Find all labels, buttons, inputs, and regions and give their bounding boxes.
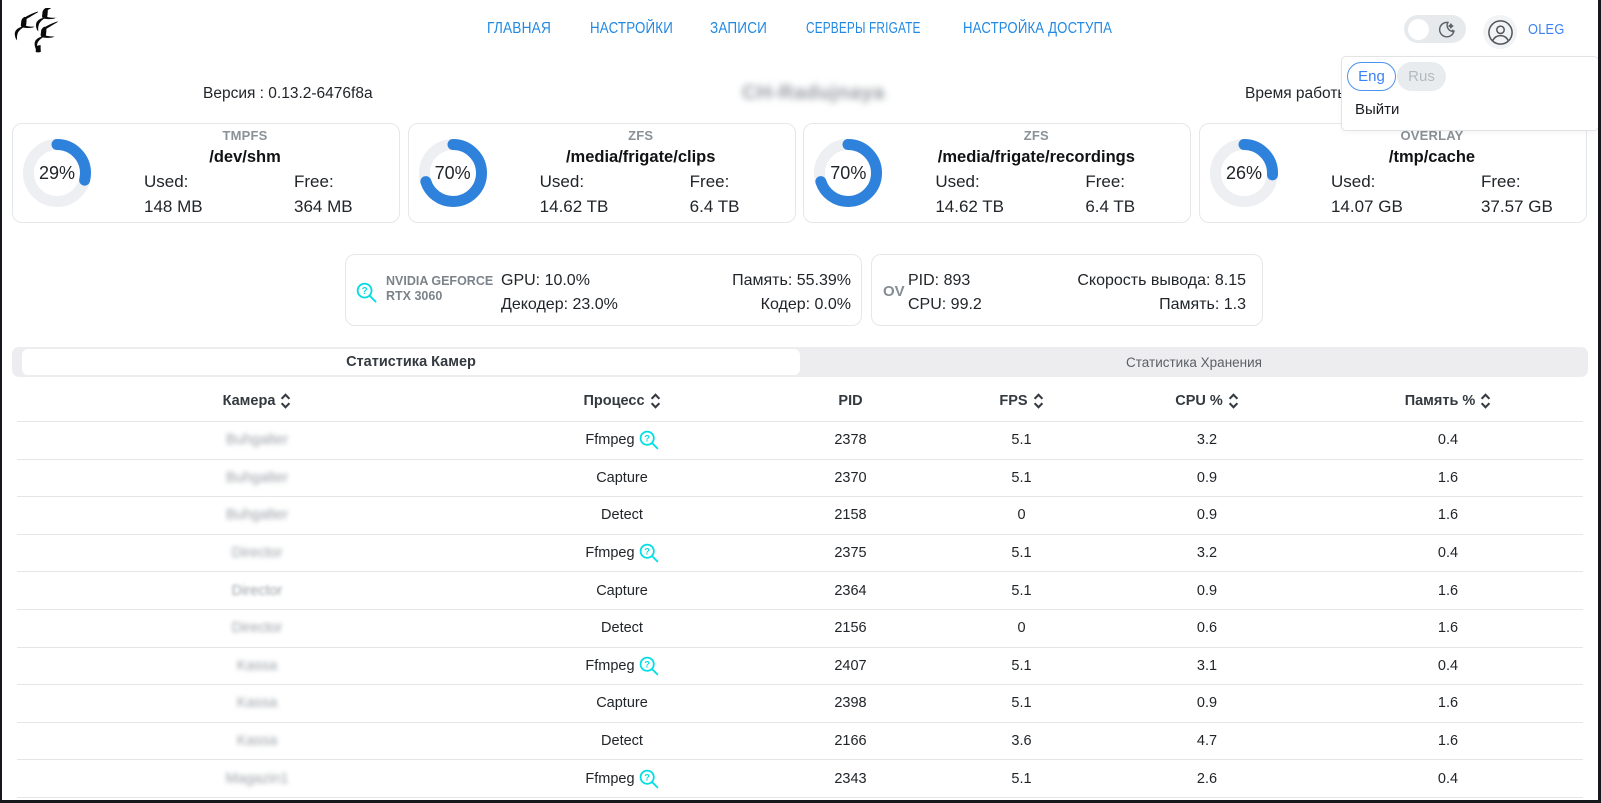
svg-text:?: ? xyxy=(362,286,368,297)
svg-text:?: ? xyxy=(644,434,650,445)
svg-text:?: ? xyxy=(644,659,650,670)
svg-text:?: ? xyxy=(644,547,650,558)
svg-text:?: ? xyxy=(644,772,650,783)
